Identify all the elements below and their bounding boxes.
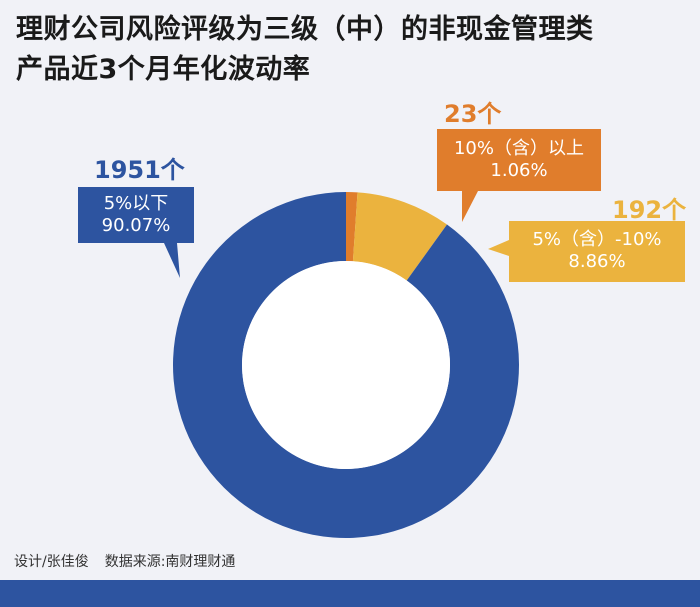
source-credit: 数据来源:南财理财通 (104, 554, 236, 570)
callout-box-5-to-10 (488, 221, 685, 282)
donut-hole (242, 261, 450, 469)
slice-5-to-10 (352, 192, 447, 281)
slice-below-5 (173, 192, 520, 538)
value-label-10-and-above: 1.06% (490, 160, 548, 181)
title-line-1: 理财公司风险评级为三级（中）的非现金管理类 (16, 14, 594, 45)
footer-credits: 设计/张佳俊 数据来源:南财理财通 (14, 551, 251, 571)
callout-box-below-5 (78, 187, 194, 278)
callout-10-and-above: 10%（含）以上 1.06% (437, 129, 601, 191)
callout-below-5: 5%以下 90.07% (78, 187, 194, 243)
design-credit: 设计/张佳俊 (14, 554, 89, 570)
count-label-5-to-10: 192个 (612, 196, 687, 224)
value-label-below-5: 90.07% (101, 215, 171, 236)
slice-10-and-above (346, 192, 358, 262)
category-label-below-5: 5%以下 (103, 193, 169, 214)
category-label-5-to-10: 5%（含）-10% (532, 229, 662, 250)
category-label-10-and-above: 10%（含）以上 (453, 138, 584, 159)
chart-title: 理财公司风险评级为三级（中）的非现金管理类 产品近3个月年化波动率 (16, 10, 656, 90)
count-label-10-and-above: 23个 (444, 100, 502, 128)
value-label-5-to-10: 8.86% (568, 251, 626, 272)
callout-box-10-and-above (437, 129, 601, 222)
title-line-2: 产品近3个月年化波动率 (16, 54, 311, 85)
callout-shapes (78, 129, 685, 282)
callout-5-to-10: 5%（含）-10% 8.86% (509, 221, 685, 282)
donut-slices (173, 192, 520, 538)
count-label-below-5: 1951个 (94, 156, 185, 184)
bottom-bar (0, 580, 700, 607)
